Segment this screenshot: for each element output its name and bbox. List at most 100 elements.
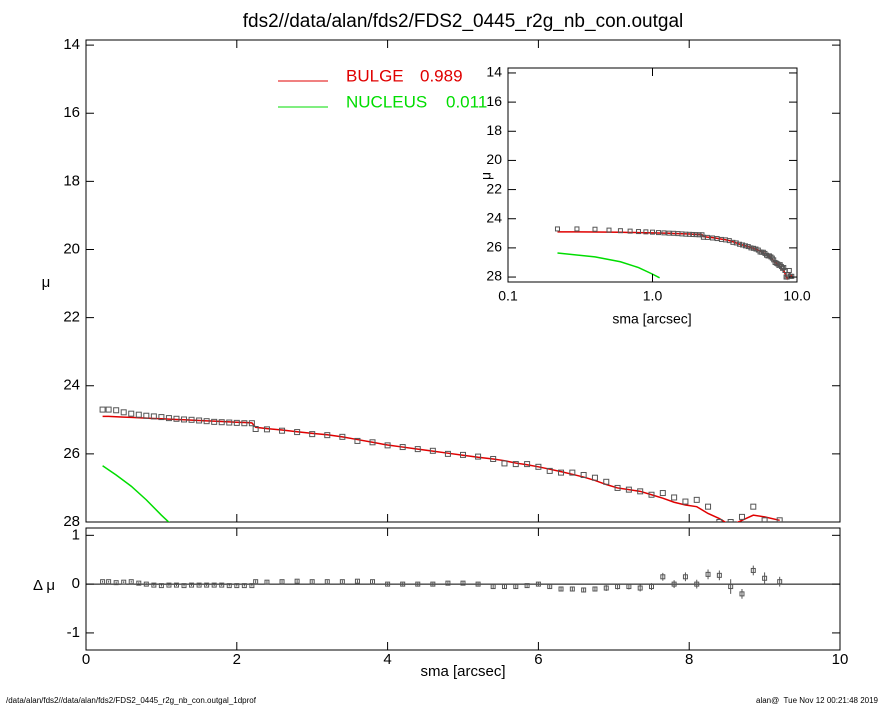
data-point [648, 491, 655, 498]
data-point [158, 414, 165, 421]
residual-point [637, 585, 643, 591]
data-point [554, 226, 560, 232]
data-point [655, 230, 661, 236]
data-point [727, 519, 734, 522]
data-point [742, 243, 748, 249]
y-tick-label: 24 [63, 377, 80, 394]
residual-point [660, 574, 666, 580]
legend-label: BULGE [346, 66, 404, 85]
data-point [750, 503, 757, 510]
residual-point [400, 581, 406, 587]
residual-point [106, 579, 112, 585]
residual-point [309, 579, 315, 585]
data-point [233, 419, 240, 426]
y-tick-label: 22 [63, 309, 80, 326]
data-point [606, 227, 612, 233]
data-point [748, 245, 754, 251]
data-point [339, 433, 346, 440]
data-point [414, 446, 421, 453]
data-point [226, 419, 233, 426]
data-point [252, 426, 259, 433]
data-point [524, 461, 531, 468]
residual-point [592, 586, 598, 592]
data-point [501, 460, 508, 467]
data-point [309, 431, 316, 438]
data-point [113, 407, 120, 414]
residual-point [226, 583, 232, 589]
residual-point [181, 583, 187, 589]
data-point [736, 241, 742, 247]
residual-point [264, 579, 270, 585]
y-tick-label: 26 [63, 445, 80, 462]
residual-point [626, 584, 632, 590]
data-point [614, 484, 621, 491]
residual-point [204, 582, 210, 588]
residual-point [535, 581, 541, 587]
data-point [690, 231, 696, 237]
legend-fraction: 0.011 [446, 92, 487, 111]
residual-point [682, 574, 688, 580]
chart-title: fds2//data/alan/fds2/FDS2_0445_r2g_nb_co… [243, 11, 684, 32]
data-point [218, 419, 225, 426]
residual-point [339, 579, 345, 585]
data-point [460, 451, 466, 458]
residual-point [716, 572, 722, 578]
data-point [771, 257, 777, 263]
legend-fraction: 0.989 [420, 66, 463, 85]
residual-point [445, 580, 451, 586]
data-point [789, 273, 795, 279]
data-point [740, 242, 746, 248]
residual-point [705, 571, 711, 577]
data-point [574, 226, 580, 232]
main-plot [99, 406, 783, 522]
data-point [781, 265, 787, 271]
residual-point [324, 579, 330, 585]
y-tick-label: 16 [486, 93, 502, 109]
residual-point [189, 582, 195, 588]
data-point [705, 503, 712, 510]
y-tick-label: 16 [63, 104, 80, 121]
residual-point [558, 586, 564, 592]
data-point [99, 406, 106, 413]
residual-point [415, 581, 421, 587]
data-point [733, 240, 739, 246]
residual-point [649, 584, 654, 590]
data-point [211, 418, 218, 425]
residual-point [166, 582, 172, 588]
y-tick-label: 0 [72, 575, 80, 592]
residual-point [777, 579, 783, 585]
residual-point [615, 584, 621, 590]
main-frame [85, 39, 841, 523]
y-tick-label: 24 [486, 209, 502, 225]
data-point [625, 486, 632, 493]
data-point [143, 412, 150, 419]
residual-point [475, 581, 481, 587]
data-point [203, 418, 210, 425]
data-point [535, 463, 542, 470]
x-tick-label: 10 [832, 651, 849, 668]
residual-point [581, 587, 587, 593]
data-point [591, 474, 598, 481]
model-line [102, 465, 170, 522]
x-tick-label: 0 [82, 651, 90, 668]
data-point [776, 517, 783, 522]
y-tick-label: 20 [63, 240, 80, 257]
data-point [738, 513, 745, 520]
residual-point [728, 584, 734, 590]
model-line [102, 415, 780, 522]
data-point [384, 442, 391, 449]
data-point [603, 478, 610, 485]
data-point [761, 517, 768, 522]
residual-point [547, 584, 553, 590]
x-tick-label: 1.0 [643, 288, 663, 304]
residual-point [294, 578, 300, 584]
residual-point [501, 584, 507, 590]
data-point [444, 450, 451, 457]
x-tick-label: 8 [685, 651, 693, 668]
data-point [294, 429, 301, 436]
y-tick-label: 18 [63, 172, 80, 189]
data-point [661, 230, 667, 236]
data-point [693, 496, 700, 503]
data-point [704, 234, 710, 240]
